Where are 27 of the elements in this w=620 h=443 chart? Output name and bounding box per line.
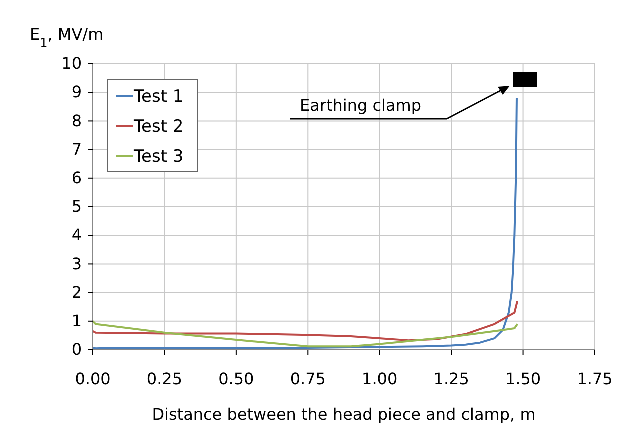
- x-tick-label: 0.50: [218, 369, 254, 388]
- x-tick-label: 1.75: [577, 369, 613, 388]
- y-tick-label: 1: [72, 312, 82, 331]
- y-tick-label: 9: [72, 82, 82, 102]
- line-series: [92, 300, 519, 342]
- x-tick-label: 0.75: [290, 369, 326, 388]
- y-tick-label: 4: [72, 226, 82, 245]
- y-tick-label: 8: [72, 111, 82, 130]
- y-tick-label: 10: [62, 54, 82, 74]
- line-series: [92, 320, 519, 348]
- y-tick-label: 6: [72, 168, 82, 188]
- annotation: Earthing clamp: [300, 96, 422, 115]
- x-tick-label: 1.25: [434, 369, 470, 388]
- y-tick-label: 0: [72, 340, 82, 360]
- y-tick-label: 3: [72, 254, 82, 274]
- y-tick-label: 5: [72, 197, 82, 216]
- legend-label: Test 3: [133, 147, 184, 167]
- x-tick-label: 0.25: [146, 369, 183, 388]
- x-tick-label: 1.50: [505, 369, 542, 388]
- x-axis-title: Distance between the head piece and clamp, m: [152, 405, 536, 424]
- legend-label: Test 2: [133, 117, 184, 137]
- y-axis-title: E$_{1}$, MV/m: [30, 25, 104, 50]
- x-tick-label: 1.00: [362, 369, 398, 388]
- legend-label: Test 1: [133, 87, 184, 107]
- y-tick-label: 2: [72, 282, 82, 302]
- y-tick-label: 7: [72, 140, 82, 159]
- x-tick-label: 0.00: [75, 369, 111, 388]
